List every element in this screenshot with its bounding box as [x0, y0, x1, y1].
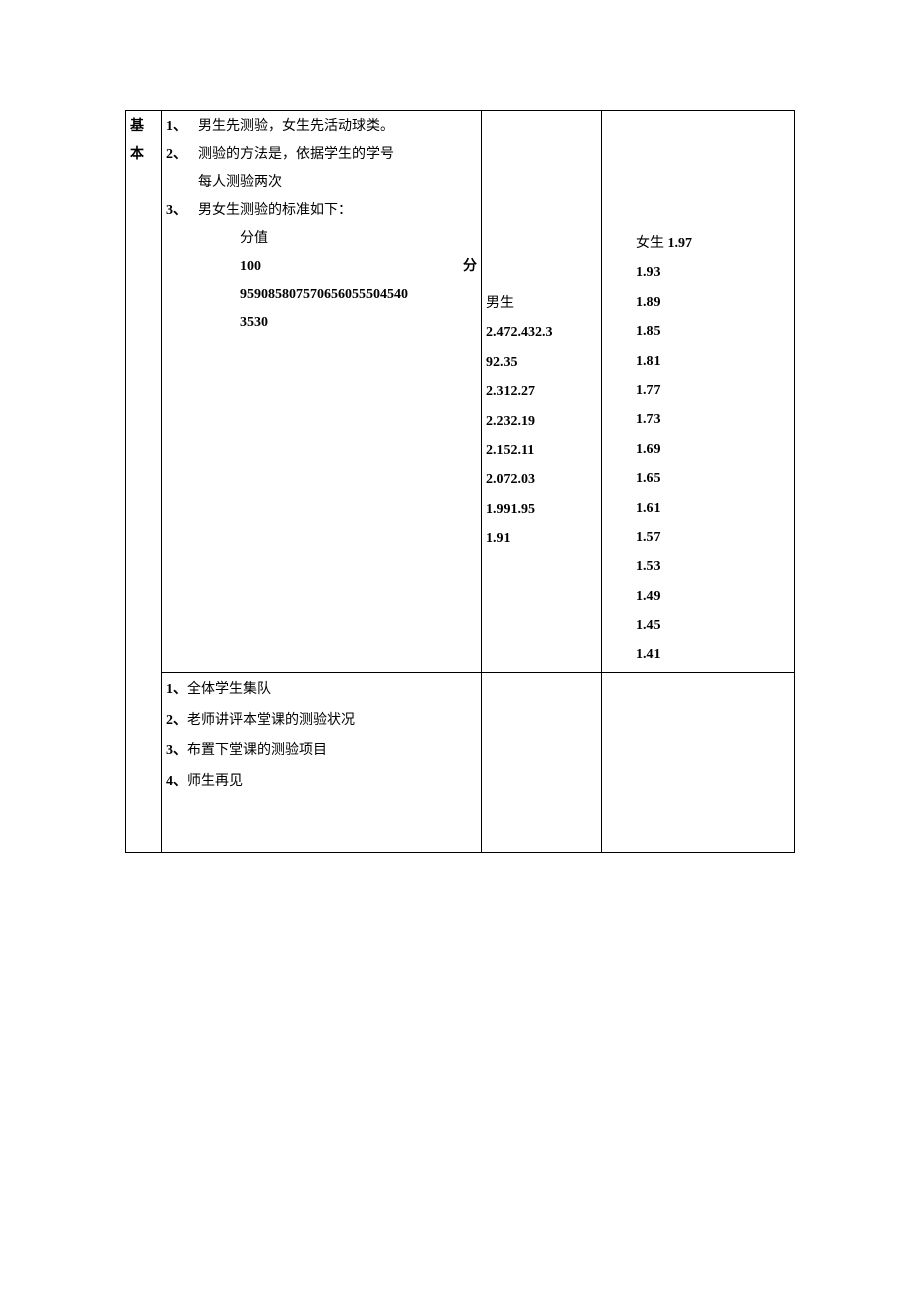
female-data-cell: 女生 1.97 1.93 1.89 1.85 1.81 1.77 1.73 1.…: [602, 111, 795, 673]
content-cell: 1、 男生先测验，女生先活动球类。 2、 测验的方法是，依据学生的学号 每人测验…: [162, 111, 482, 673]
item-number: 3、: [166, 197, 198, 225]
data-line: 1.91: [486, 524, 597, 553]
data-line: 2.072.03: [486, 465, 597, 494]
item-text: 老师讲评本堂课的测验状况: [187, 713, 355, 728]
data-line: 1.73: [636, 405, 790, 434]
summary-cell: 1、全体学生集队 2、老师讲评本堂课的测验状况 3、布置下堂课的测验项目 4、师…: [162, 672, 482, 852]
row-label-cell: 基本: [126, 111, 162, 853]
data-line: 1.81: [636, 347, 790, 376]
data-line: 1.93: [636, 258, 790, 287]
item-text: 全体学生集队: [187, 682, 271, 697]
female-header: 女生 1.97: [636, 229, 790, 258]
indented-text: 每人测验两次: [166, 169, 477, 197]
list-item: 3、 男女生测验的标准如下：: [166, 197, 477, 225]
data-line: 2.152.11: [486, 436, 597, 465]
female-data-block: 女生 1.97 1.93 1.89 1.85 1.81 1.77 1.73 1.…: [606, 113, 790, 670]
list-item: 2、 测验的方法是，依据学生的学号: [166, 141, 477, 169]
data-line: 1.77: [636, 376, 790, 405]
empty-cell: [602, 672, 795, 852]
item-text: 男生先测验，女生先活动球类。: [198, 113, 477, 141]
lesson-plan-table: 基本 1、 男生先测验，女生先活动球类。 2、 测验的方法是，依据学生的学号 每…: [125, 110, 795, 853]
item-number: 2、: [166, 141, 198, 169]
list-item: 2、老师讲评本堂课的测验状况: [166, 706, 477, 737]
data-line: 1.61: [636, 494, 790, 523]
list-item: 4、师生再见: [166, 767, 477, 798]
item-text: 布置下堂课的测验项目: [187, 743, 327, 758]
list-item: 1、 男生先测验，女生先活动球类。: [166, 113, 477, 141]
data-line: 1.41: [636, 640, 790, 669]
item-number: 2、: [166, 713, 187, 728]
male-data-cell: 男生 2.472.432.3 92.35 2.312.27 2.232.19 2…: [482, 111, 602, 673]
score-sequence: 959085807570656055504540: [166, 281, 477, 309]
score-sequence: 3530: [166, 309, 477, 337]
item-number: 4、: [166, 774, 187, 789]
data-line: 2.312.27: [486, 377, 597, 406]
data-line: 1.53: [636, 552, 790, 581]
data-line: 1.991.95: [486, 495, 597, 524]
item-number: 1、: [166, 113, 198, 141]
empty-cell: [482, 672, 602, 852]
male-data-block: 男生 2.472.432.3 92.35 2.312.27 2.232.19 2…: [486, 113, 597, 554]
data-line: 2.472.432.3: [486, 318, 597, 347]
data-line: 1.57: [636, 523, 790, 552]
score-row: 100 分: [166, 253, 477, 281]
data-line: 1.65: [636, 464, 790, 493]
row-label: 基本: [130, 119, 144, 162]
data-line: 1.45: [636, 611, 790, 640]
item-text: 师生再见: [187, 774, 243, 789]
female-header-label: 女生: [636, 236, 668, 251]
list-item: 3、布置下堂课的测验项目: [166, 736, 477, 767]
indented-text: 分值: [166, 225, 477, 253]
item-number: 3、: [166, 743, 187, 758]
score-value: 100: [240, 253, 261, 281]
item-text: 测验的方法是，依据学生的学号: [198, 141, 477, 169]
data-line: 1.69: [636, 435, 790, 464]
table-row: 基本 1、 男生先测验，女生先活动球类。 2、 测验的方法是，依据学生的学号 每…: [126, 111, 795, 673]
female-header-value: 1.97: [668, 236, 693, 251]
score-unit: 分: [463, 253, 477, 281]
data-line: 2.232.19: [486, 407, 597, 436]
data-line: 1.85: [636, 317, 790, 346]
data-line: 92.35: [486, 348, 597, 377]
male-header: 男生: [486, 289, 597, 318]
table-row: 1、全体学生集队 2、老师讲评本堂课的测验状况 3、布置下堂课的测验项目 4、师…: [126, 672, 795, 852]
list-item: 1、全体学生集队: [166, 675, 477, 706]
item-text: 男女生测验的标准如下：: [198, 197, 477, 225]
data-line: 1.49: [636, 582, 790, 611]
item-number: 1、: [166, 682, 187, 697]
data-line: 1.89: [636, 288, 790, 317]
